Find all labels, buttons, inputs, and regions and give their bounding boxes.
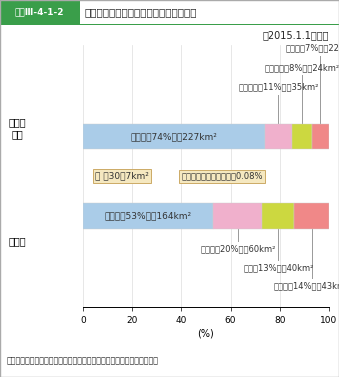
Text: 国土面積に占める割合　0.08%: 国土面積に占める割合 0.08% [181, 172, 263, 181]
Bar [294, 203, 329, 229]
Text: 図表Ⅲ-4-1-2: 図表Ⅲ-4-1-2 [15, 7, 64, 16]
Text: その他〉14%』終43km²: その他〉14%』終43km² [274, 281, 339, 290]
Bar [312, 124, 329, 149]
Bar [83, 203, 213, 229]
Text: 在日米軍施設・区域（専用施設）の状況: 在日米軍施設・区域（専用施設）の状況 [84, 7, 197, 17]
Text: その他〉7%』終22km²: その他〉7%』終22km² [285, 43, 339, 52]
Bar [0, 23, 339, 25]
Bar [83, 124, 265, 149]
Text: 計 終307km²: 計 終307km² [95, 172, 149, 181]
Text: 用途別: 用途別 [8, 236, 26, 246]
Text: 演習場　53%　約164km²: 演習場 53% 約164km² [105, 211, 192, 221]
Text: 飛行場〉20%』終60km²: 飛行場〉20%』終60km² [200, 245, 276, 254]
Text: 東北地方〉8%』終24km²: 東北地方〉8%』終24km² [264, 63, 339, 72]
Bar [262, 203, 294, 229]
Text: （注）計数は、四捨五入によっているので計と符合しないことがある。: （注）計数は、四捨五入によっているので計と符合しないことがある。 [7, 356, 159, 365]
Text: 関東地方〉11%』終35km²: 関東地方〉11%』終35km² [238, 83, 319, 92]
X-axis label: (%): (%) [198, 328, 214, 338]
Bar [292, 124, 312, 149]
FancyBboxPatch shape [0, 0, 80, 25]
Text: 倉庫〉13%』終40km²: 倉庫〉13%』終40km² [243, 263, 314, 272]
Bar [265, 124, 292, 149]
Text: （2015.1.1現在）: （2015.1.1現在） [262, 31, 329, 40]
Text: 沖縄県　74%　約227km²: 沖縄県 74% 約227km² [131, 132, 217, 141]
Bar [213, 203, 262, 229]
Text: 地域別
分布: 地域別 分布 [8, 117, 26, 139]
